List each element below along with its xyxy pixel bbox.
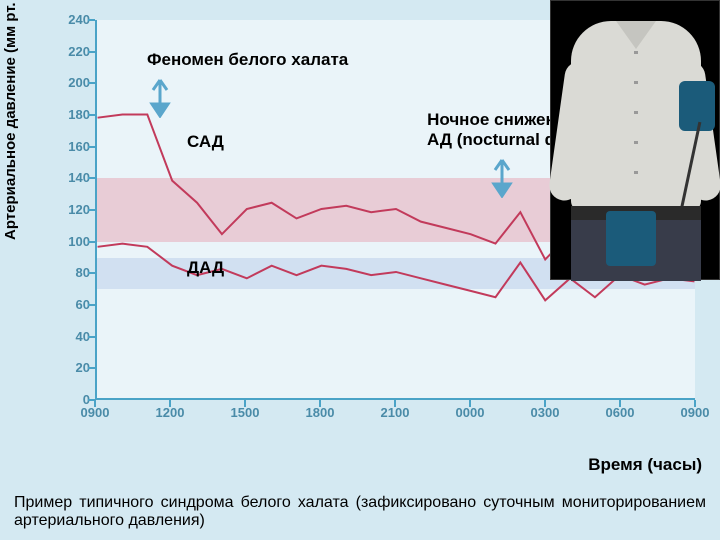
y-tick-label: 200 <box>68 75 90 90</box>
y-tick-label: 100 <box>68 234 90 249</box>
x-tick-label: 0300 <box>531 405 560 420</box>
arrow-nocturnal <box>487 158 517 198</box>
annot-whitecoat: Феномен белого халата <box>147 50 348 70</box>
patient-photo <box>550 0 720 280</box>
y-tick-label: 220 <box>68 44 90 59</box>
y-tick-label: 160 <box>68 139 90 154</box>
x-tick-label: 1200 <box>156 405 185 420</box>
x-tick-label: 0900 <box>681 405 710 420</box>
x-tick-label: 1500 <box>231 405 260 420</box>
arrow-whitecoat <box>145 78 175 118</box>
x-tick-label: 1800 <box>306 405 335 420</box>
x-tick-label: 0600 <box>606 405 635 420</box>
y-tick-label: 120 <box>68 202 90 217</box>
caption: Пример типичного синдрома белого халата … <box>14 494 706 530</box>
x-tick-label: 0000 <box>456 405 485 420</box>
x-tick-label: 2100 <box>381 405 410 420</box>
bp-monitor-icon <box>606 211 656 266</box>
y-tick-label: 180 <box>68 107 90 122</box>
x-tick-label: 0900 <box>81 405 110 420</box>
y-tick-label: 140 <box>68 170 90 185</box>
x-axis-label: Время (часы) <box>588 455 702 475</box>
annot-sad: САД <box>187 132 224 152</box>
y-tick-label: 240 <box>68 12 90 27</box>
annot-dad: ДАД <box>187 258 224 278</box>
y-axis-label: Артериальное давление (мм рт. ст. ) <box>2 0 19 240</box>
